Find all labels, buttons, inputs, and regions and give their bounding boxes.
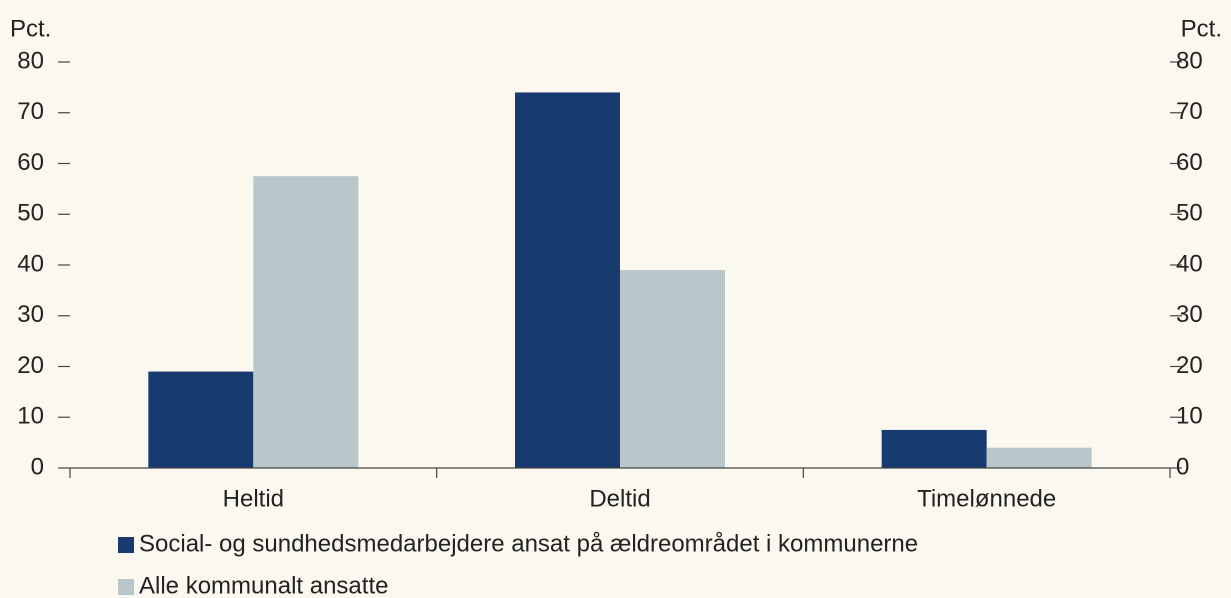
y2-axis-label: Pct. bbox=[1181, 15, 1222, 42]
bar bbox=[253, 176, 359, 468]
y-tick-label: 60 bbox=[17, 149, 44, 176]
bar bbox=[986, 447, 1092, 468]
y2-tick-label: 20 bbox=[1176, 352, 1203, 379]
y2-tick-label: 40 bbox=[1176, 250, 1203, 277]
y-tick-label: 50 bbox=[17, 200, 44, 227]
y-tick-label: 80 bbox=[17, 47, 44, 74]
y2-tick-label: 80 bbox=[1176, 47, 1203, 74]
x-tick-label: Deltid bbox=[589, 485, 650, 512]
x-tick-label: Heltid bbox=[223, 485, 284, 512]
legend-label: Alle kommunalt ansatte bbox=[139, 572, 388, 598]
y-tick-label: 30 bbox=[17, 301, 44, 328]
legend-swatch bbox=[118, 579, 134, 595]
y-tick-label: 40 bbox=[17, 250, 44, 277]
y2-tick-label: 70 bbox=[1176, 98, 1203, 125]
y2-tick-label: 10 bbox=[1176, 403, 1203, 430]
y2-tick-label: 60 bbox=[1176, 149, 1203, 176]
bar bbox=[881, 429, 987, 468]
y-tick-label: 70 bbox=[17, 98, 44, 125]
y-axis-label: Pct. bbox=[10, 15, 51, 42]
y-tick-label: 0 bbox=[31, 453, 44, 480]
y-tick-label: 10 bbox=[17, 403, 44, 430]
legend-swatch bbox=[118, 537, 134, 553]
y2-tick-label: 30 bbox=[1176, 301, 1203, 328]
bar bbox=[148, 371, 254, 468]
y-tick-label: 20 bbox=[17, 352, 44, 379]
legend-label: Social- og sundhedsmedarbejdere ansat på… bbox=[139, 530, 918, 557]
y2-tick-label: 50 bbox=[1176, 200, 1203, 227]
bar bbox=[620, 270, 725, 468]
bar bbox=[515, 92, 620, 468]
y2-tick-label: 0 bbox=[1176, 453, 1189, 480]
x-tick-label: Timelønnede bbox=[917, 485, 1056, 512]
